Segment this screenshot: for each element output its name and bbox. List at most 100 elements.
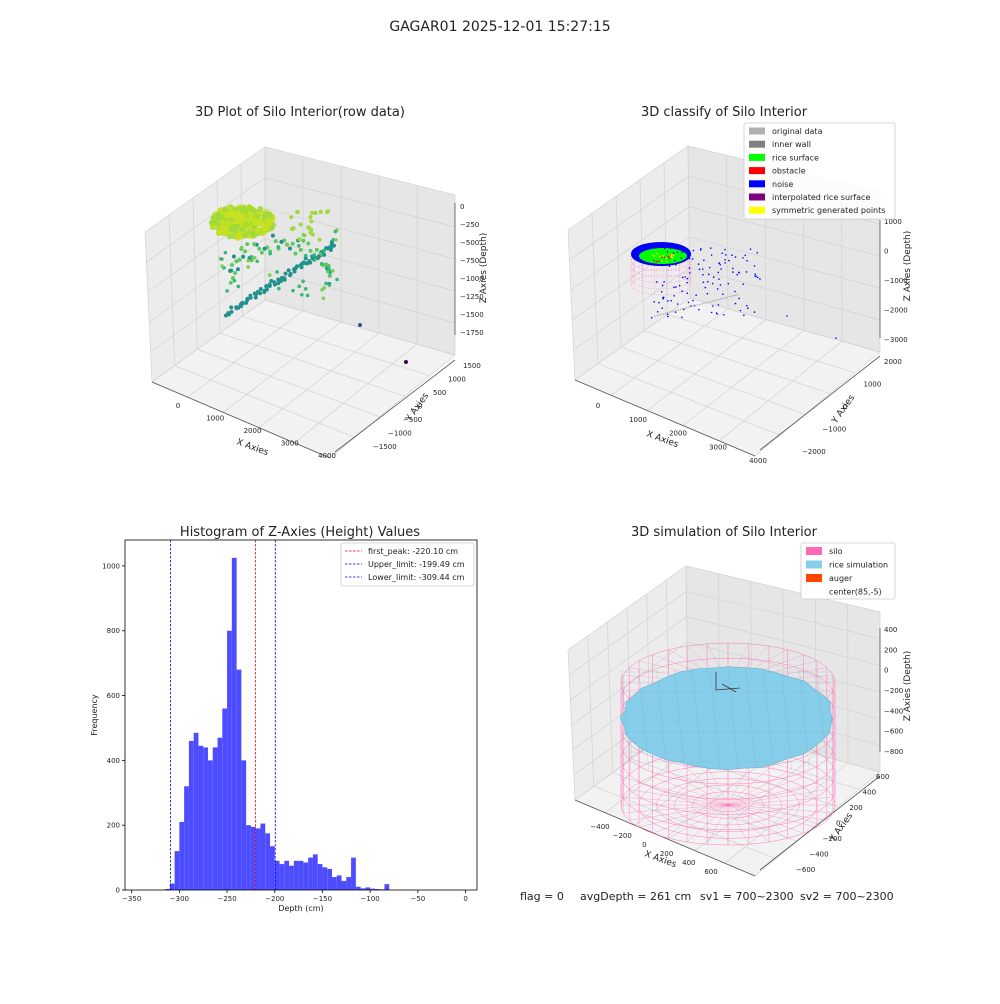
- noise-point: [710, 311, 713, 314]
- raw-point: [270, 233, 275, 238]
- raw-point: [216, 229, 223, 236]
- noise-point: [698, 268, 701, 271]
- histogram-bar: [231, 557, 237, 890]
- original-point: [669, 311, 671, 313]
- raw-point: [404, 360, 408, 364]
- noise-point: [745, 271, 748, 273]
- noise-point: [738, 271, 740, 274]
- rice-mesh-line: [620, 669, 632, 771]
- original-point: [707, 301, 709, 304]
- legend-label: auger: [829, 574, 853, 583]
- noise-point: [712, 276, 715, 278]
- raw-point: [321, 251, 326, 256]
- noise-point: [658, 301, 660, 304]
- noise-point: [711, 305, 714, 307]
- raw-point: [335, 277, 339, 282]
- legend-label: noise: [772, 180, 793, 189]
- legend-label: original data: [772, 127, 823, 136]
- z-tick-label: 200: [884, 646, 897, 654]
- raw-point: [310, 256, 315, 261]
- classify-3d-plot: 3D classify of Silo Interior 0 1000 2000 30…: [567, 105, 913, 465]
- x-tick-label: −400: [590, 823, 609, 831]
- noise-point: [724, 248, 726, 251]
- y-tick-label: 400: [107, 757, 120, 765]
- noise-point: [669, 247, 672, 249]
- z-tick-label: 400: [884, 626, 897, 634]
- legend-swatch: [749, 206, 765, 214]
- y-tick-label: −2000: [802, 448, 826, 456]
- original-point: [677, 309, 680, 311]
- z-tick-label: −750: [460, 257, 479, 265]
- rice-mesh-line: [638, 669, 649, 771]
- raw-point: [312, 253, 317, 257]
- legend-frame: [800, 542, 896, 600]
- raw-point: [226, 311, 231, 316]
- raw-point: [253, 295, 258, 300]
- noise-point: [656, 281, 658, 283]
- silo-floor-spoke: [727, 804, 827, 821]
- original-point: [690, 305, 692, 308]
- z-tick-label: −1000: [884, 277, 908, 285]
- original-point: [681, 308, 684, 310]
- raw-point: [233, 270, 238, 275]
- x-tick-label: −200: [265, 895, 284, 903]
- rice-mesh-line: [745, 669, 756, 771]
- raw-point: [324, 281, 328, 286]
- noise-point: [743, 314, 745, 317]
- y-tick-label: 400: [863, 789, 876, 797]
- simulation-plot-zlabel: Z Axies (Depth): [903, 651, 913, 722]
- raw-point: [275, 270, 279, 274]
- raw-point: [255, 259, 260, 264]
- noise-point: [746, 304, 748, 307]
- noise-point: [661, 307, 663, 310]
- histogram-bar: [222, 708, 228, 890]
- raw-point: [303, 256, 308, 261]
- silo-floor-spoke: [727, 776, 804, 806]
- noise-point: [738, 297, 740, 300]
- noise-point: [718, 262, 720, 264]
- obstacle-point: [652, 259, 655, 262]
- y-axis-line: [759, 775, 881, 871]
- grid-line: [567, 229, 576, 381]
- raw-point: [251, 219, 258, 226]
- grid-line: [689, 297, 881, 353]
- silo-floor-spoke: [668, 804, 729, 839]
- raw-point: [276, 245, 281, 249]
- noise-point: [704, 286, 707, 289]
- original-point: [724, 297, 726, 299]
- grid-line: [666, 314, 856, 374]
- obstacle-point: [671, 256, 674, 259]
- raw-point: [283, 271, 288, 276]
- histogram-bar: [351, 857, 356, 890]
- raw-point: [320, 287, 324, 292]
- raw-point: [239, 207, 246, 214]
- histogram-bar: [236, 669, 242, 890]
- rice-mesh-line: [710, 669, 721, 771]
- raw-point: [309, 219, 314, 224]
- raw-point: [297, 243, 301, 248]
- legend-label: Lower_limit: -309.44 cm: [368, 573, 465, 582]
- legend-label: symmetric generated points: [772, 206, 885, 215]
- raw-point: [301, 238, 306, 243]
- original-point: [660, 313, 663, 316]
- silo-floor-spoke: [638, 804, 729, 828]
- y-tick-label: −1500: [373, 443, 397, 451]
- histogram-bar: [279, 864, 285, 890]
- grid-line: [174, 365, 356, 438]
- noise-point: [734, 290, 736, 293]
- classify-plot-zlabel: Z Axies (Depth): [903, 231, 913, 302]
- depth-histogram: Histogram of Z-Axies (Height) Values −35…: [90, 525, 478, 913]
- obstacle-point: [665, 257, 668, 260]
- original-point: [688, 306, 690, 309]
- x-tick-label: −150: [313, 895, 332, 903]
- histogram-bar: [360, 888, 366, 890]
- x-tick-label: −300: [170, 895, 189, 903]
- raw-point: [298, 222, 303, 227]
- y-tick-label: 1000: [448, 376, 466, 384]
- raw-point: [262, 246, 267, 251]
- raw-point: [318, 209, 323, 214]
- raw-point: [240, 301, 245, 306]
- raw-point: [330, 268, 335, 273]
- z-tick-label: 1000: [884, 218, 902, 226]
- raw-point: [301, 279, 305, 284]
